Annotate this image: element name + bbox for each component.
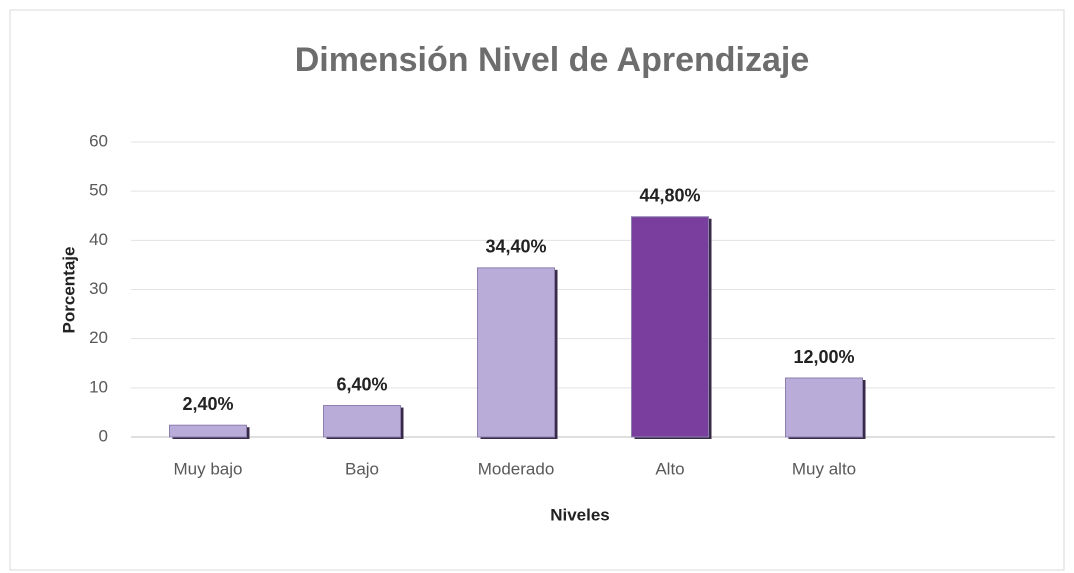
bar bbox=[169, 424, 247, 438]
y-tick-label: 50 bbox=[89, 181, 108, 200]
x-tick-label: Muy bajo bbox=[174, 459, 243, 478]
bar bbox=[477, 267, 555, 438]
y-tick-label: 40 bbox=[89, 230, 108, 249]
y-tick-label: 10 bbox=[89, 377, 108, 396]
bar bbox=[631, 216, 709, 438]
y-axis-label: Porcentaje bbox=[59, 247, 78, 334]
value-label: 44,80% bbox=[639, 185, 700, 205]
value-label: 34,40% bbox=[485, 237, 546, 257]
chart-title: Dimensión Nivel de Aprendizaje bbox=[295, 41, 810, 79]
value-label: 2,40% bbox=[182, 394, 233, 414]
y-tick-label: 0 bbox=[99, 426, 108, 445]
x-tick-label: Alto bbox=[655, 459, 684, 478]
y-tick-label: 30 bbox=[89, 279, 108, 298]
x-axis-label: Niveles bbox=[550, 505, 610, 524]
x-tick-label: Bajo bbox=[345, 459, 379, 478]
y-tick-label: 60 bbox=[89, 131, 108, 150]
value-label: 6,40% bbox=[336, 374, 387, 394]
x-tick-label: Muy alto bbox=[792, 459, 856, 478]
bar bbox=[785, 377, 863, 438]
x-tick-label: Moderado bbox=[478, 459, 555, 478]
y-tick-label: 20 bbox=[89, 328, 108, 347]
bar bbox=[323, 405, 401, 438]
value-label: 12,00% bbox=[793, 347, 854, 367]
